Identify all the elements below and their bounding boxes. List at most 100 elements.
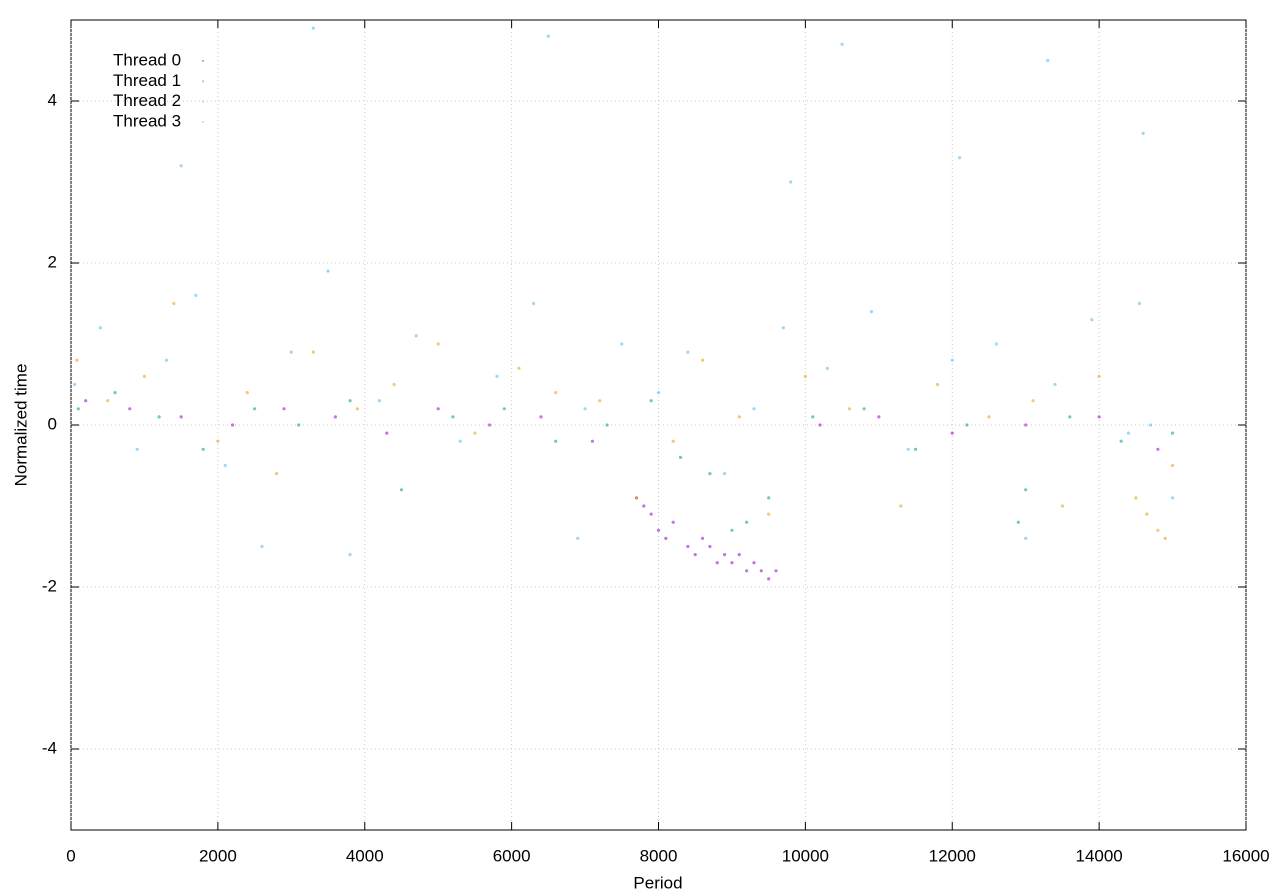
data-point — [803, 374, 807, 378]
data-point — [385, 431, 389, 435]
data-point — [532, 301, 536, 306]
data-point — [737, 553, 741, 557]
x-tick-label: 16000 — [1222, 846, 1269, 865]
data-point — [649, 512, 653, 516]
data-point — [759, 569, 763, 573]
data-point — [135, 447, 139, 451]
data-point — [1016, 520, 1020, 524]
data-point — [1024, 488, 1028, 492]
data-point — [715, 561, 719, 565]
data-point — [252, 407, 257, 411]
data-point — [245, 391, 249, 395]
data-point — [355, 407, 360, 411]
data-point — [1031, 399, 1035, 403]
data-point — [546, 34, 550, 38]
data-point — [297, 423, 301, 427]
data-point — [620, 342, 624, 346]
data-point — [1068, 415, 1072, 419]
data-point — [1170, 463, 1175, 468]
data-point — [678, 455, 683, 459]
data-point — [745, 520, 749, 524]
data-point — [950, 431, 954, 435]
data-point — [517, 366, 521, 370]
data-point — [487, 423, 492, 427]
data-point — [326, 269, 330, 273]
data-point — [1170, 496, 1175, 500]
data-point — [282, 407, 286, 411]
data-point — [1097, 374, 1101, 378]
data-point — [767, 512, 771, 516]
data-point — [899, 504, 903, 508]
data-point — [877, 415, 881, 419]
data-point — [767, 496, 771, 500]
data-point — [399, 488, 404, 492]
data-point — [598, 399, 602, 403]
data-point — [693, 553, 697, 557]
data-point — [1060, 504, 1065, 508]
data-point — [473, 431, 477, 435]
x-tick-label: 10000 — [782, 846, 829, 865]
data-point — [157, 415, 161, 419]
data-point — [554, 439, 558, 443]
data-point — [825, 366, 830, 370]
data-point — [957, 156, 962, 160]
y-tick-label: -2 — [42, 576, 57, 595]
data-point — [1097, 415, 1101, 419]
data-point — [84, 399, 88, 403]
data-point — [642, 504, 646, 508]
data-point — [686, 350, 690, 354]
data-point — [847, 407, 852, 411]
data-point — [1126, 431, 1131, 435]
data-point — [649, 399, 653, 403]
data-point — [230, 423, 235, 427]
data-point — [789, 180, 793, 184]
data-point — [128, 407, 132, 411]
legend-marker — [202, 60, 204, 62]
data-point — [722, 553, 727, 557]
data-point — [1119, 439, 1123, 443]
data-point — [311, 26, 315, 30]
data-point — [554, 391, 558, 395]
data-point — [260, 544, 264, 549]
data-point — [730, 561, 734, 565]
data-point — [1137, 301, 1142, 306]
data-point — [289, 350, 293, 354]
data-point — [737, 415, 741, 419]
x-tick-label: 6000 — [493, 846, 531, 865]
legend-label: Thread 0 — [113, 50, 181, 69]
data-point — [458, 439, 462, 443]
data-point — [216, 439, 220, 443]
y-tick-label: 0 — [48, 414, 57, 433]
data-point — [98, 326, 102, 330]
data-point — [708, 472, 712, 476]
data-point — [1141, 131, 1145, 135]
data-point — [223, 463, 227, 468]
legend-marker — [202, 100, 204, 103]
data-point — [142, 374, 147, 378]
data-point — [994, 342, 998, 346]
legend-label: Thread 1 — [113, 71, 181, 90]
data-point — [333, 415, 337, 419]
data-point — [1053, 382, 1057, 387]
data-point — [700, 536, 705, 541]
data-point — [179, 164, 183, 168]
data-point — [906, 447, 910, 451]
data-point — [671, 520, 675, 524]
y-tick-label: 4 — [48, 90, 57, 109]
data-point — [201, 447, 205, 451]
x-tick-label: 2000 — [199, 846, 237, 865]
data-point — [75, 358, 79, 362]
x-axis-label: Period — [633, 873, 682, 892]
data-point — [1046, 58, 1050, 63]
data-point — [708, 544, 712, 549]
data-point — [414, 334, 418, 338]
data-point — [451, 415, 455, 419]
data-point — [752, 561, 756, 565]
data-point — [436, 342, 440, 346]
data-point — [539, 415, 543, 419]
data-point — [745, 569, 749, 573]
data-point — [987, 415, 991, 419]
y-axis-label: Normalized time — [11, 364, 30, 487]
data-point — [348, 399, 352, 403]
